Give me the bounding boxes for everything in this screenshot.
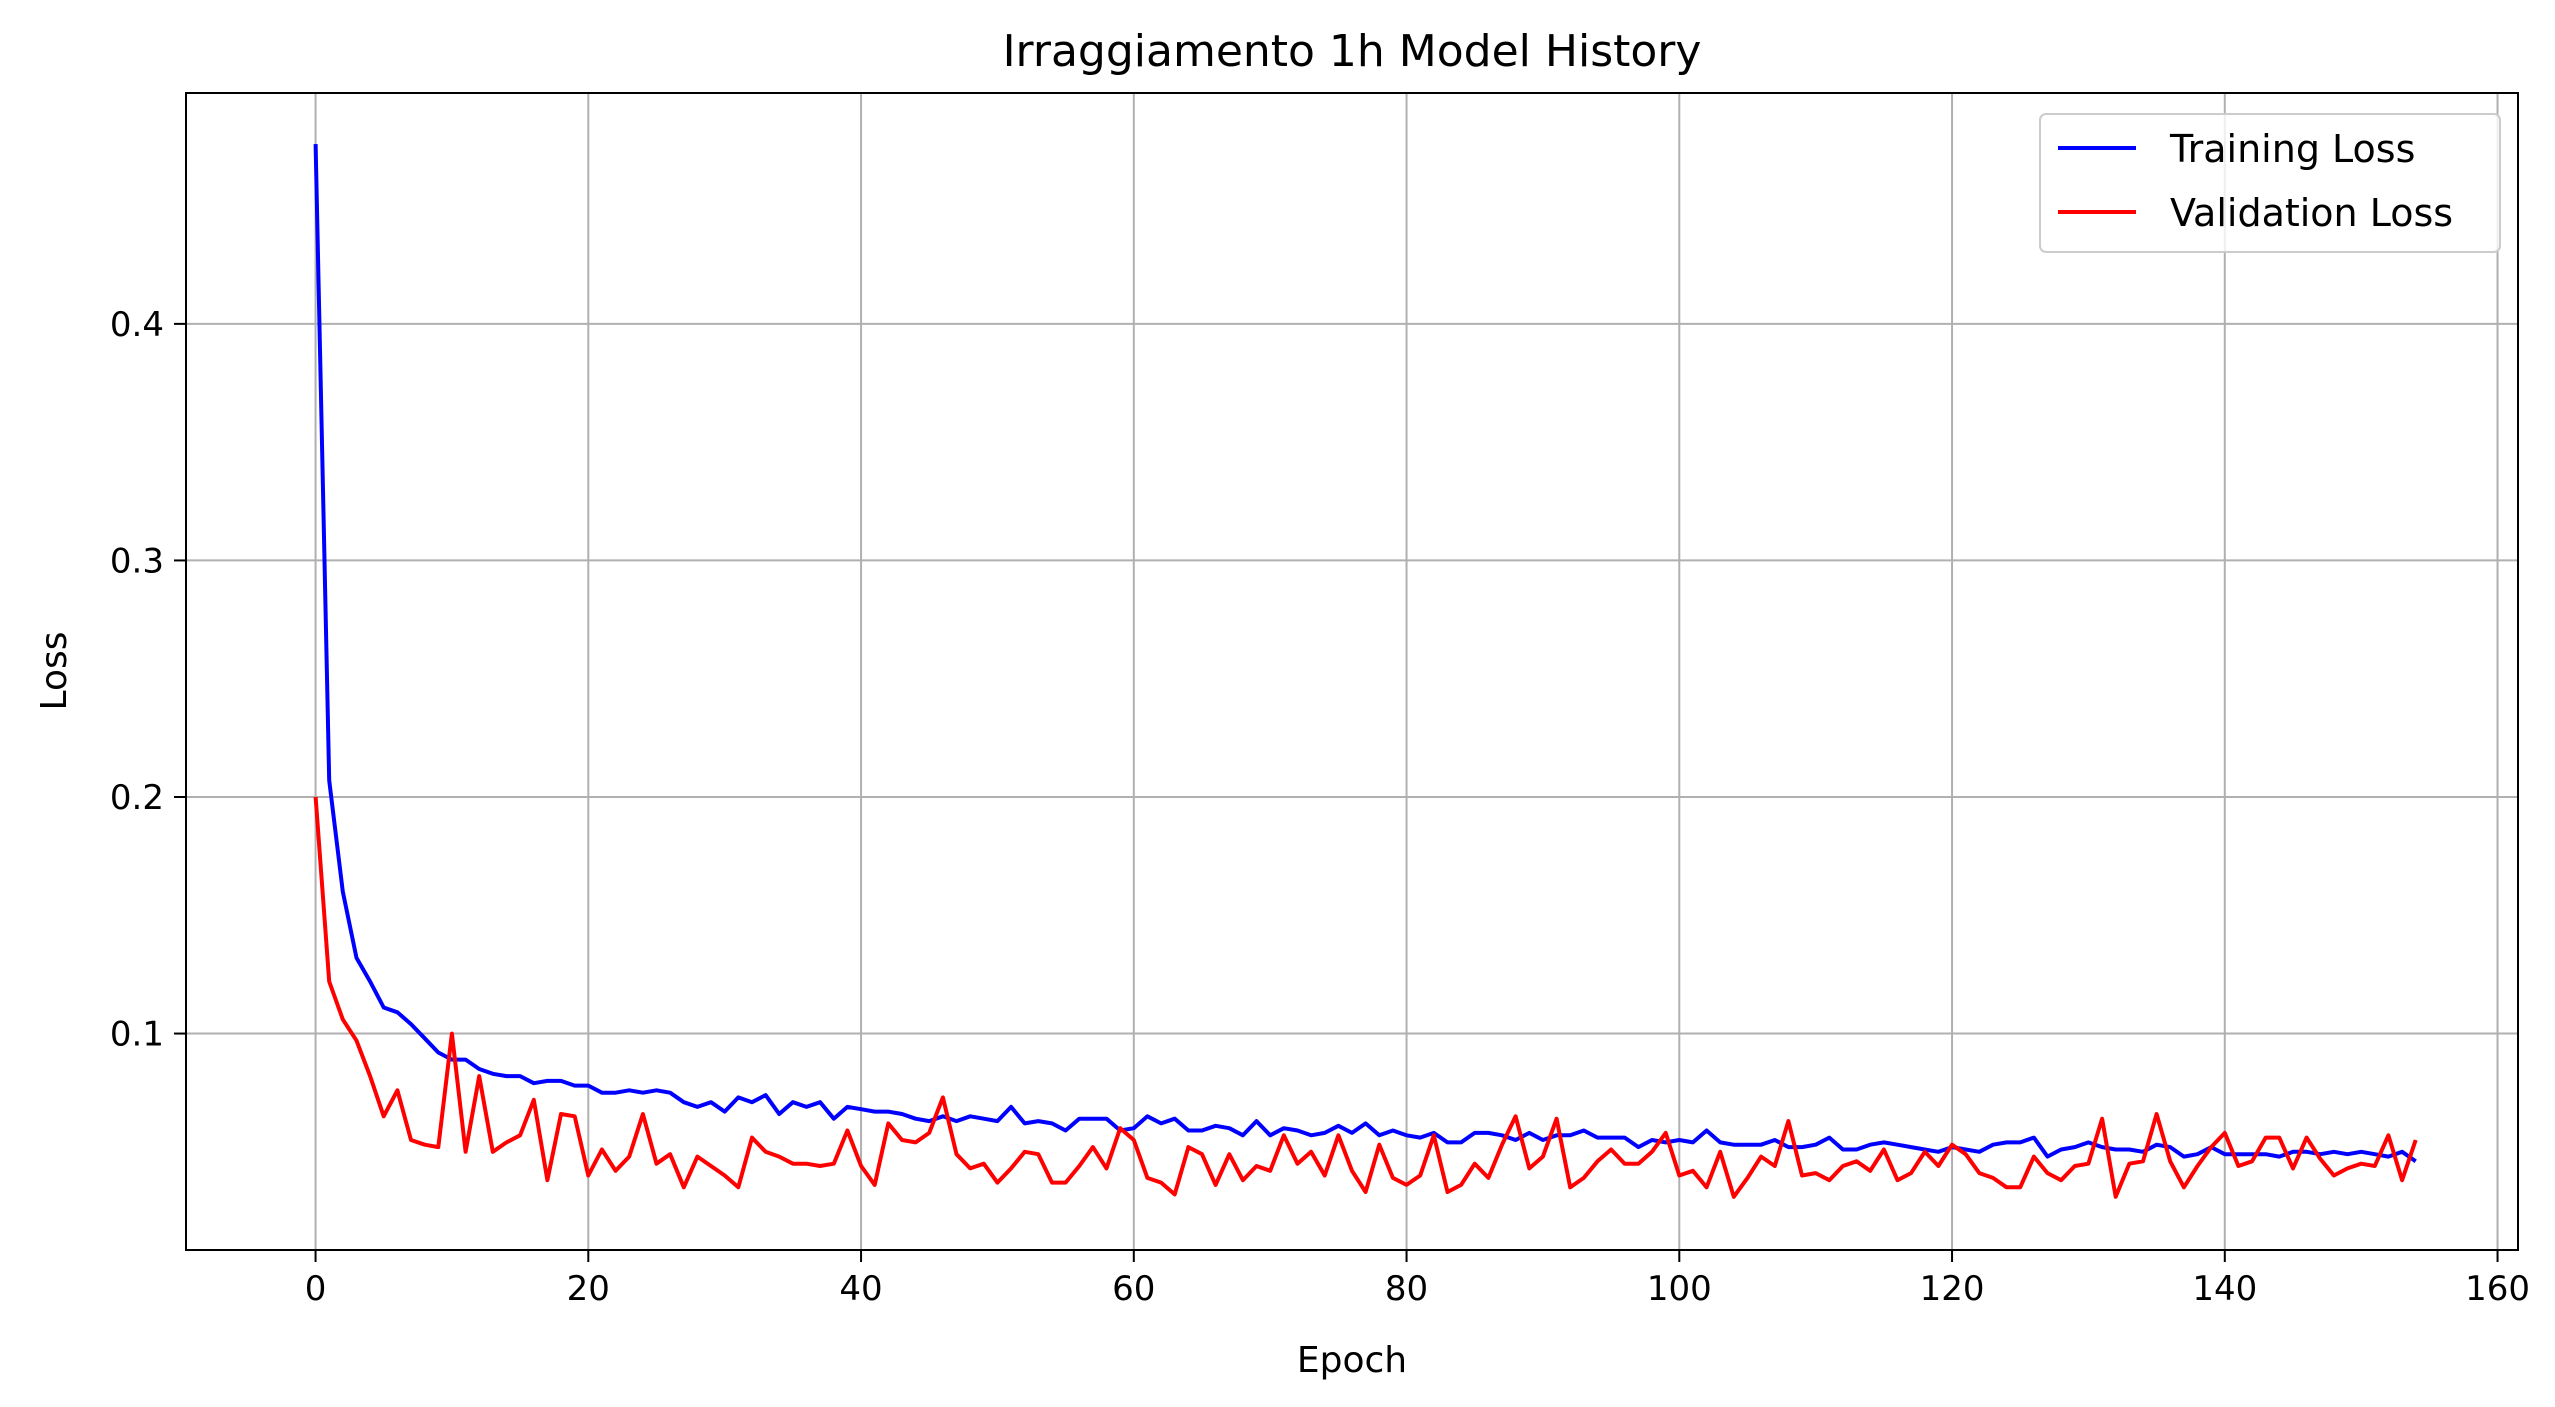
y-tick-label: 0.3 xyxy=(110,541,164,581)
x-tick-label: 0 xyxy=(305,1269,327,1309)
x-axis-label: Epoch xyxy=(1297,1340,1407,1381)
series-line-validation-loss xyxy=(313,796,2418,1199)
x-tick-label: 160 xyxy=(2465,1269,2530,1309)
x-tick-label: 80 xyxy=(1385,1269,1428,1309)
x-tick-label: 40 xyxy=(839,1269,882,1309)
legend-label-validation-loss: Validation Loss xyxy=(2170,191,2453,235)
x-tick-label: 120 xyxy=(1920,1269,1985,1309)
x-axis-ticks: 0 20 40 60 80 100 120 140 160 xyxy=(305,1250,2530,1309)
x-tick-label: 20 xyxy=(567,1269,610,1309)
x-tick-label: 100 xyxy=(1647,1269,1712,1309)
x-tick-label: 60 xyxy=(1112,1269,1155,1309)
plot-lines xyxy=(313,144,2418,1199)
plot-frame xyxy=(185,92,2519,1251)
y-tick-label: 0.2 xyxy=(110,778,164,818)
legend-label-training-loss: Training Loss xyxy=(2169,127,2415,171)
legend: Training Loss Validation Loss xyxy=(2039,113,2501,253)
chart-title: Irraggiamento 1h Model History xyxy=(1003,26,1702,77)
grid-lines xyxy=(186,93,2518,1250)
legend-box xyxy=(2039,113,2501,253)
y-axis-ticks: 0.1 0.2 0.3 0.4 xyxy=(110,305,186,1055)
y-tick-label: 0.1 xyxy=(110,1015,164,1055)
series-line-training-loss xyxy=(313,144,2417,1163)
x-tick-label: 140 xyxy=(2192,1269,2257,1309)
y-axis-label: Loss xyxy=(34,632,75,711)
y-tick-label: 0.4 xyxy=(110,305,164,345)
